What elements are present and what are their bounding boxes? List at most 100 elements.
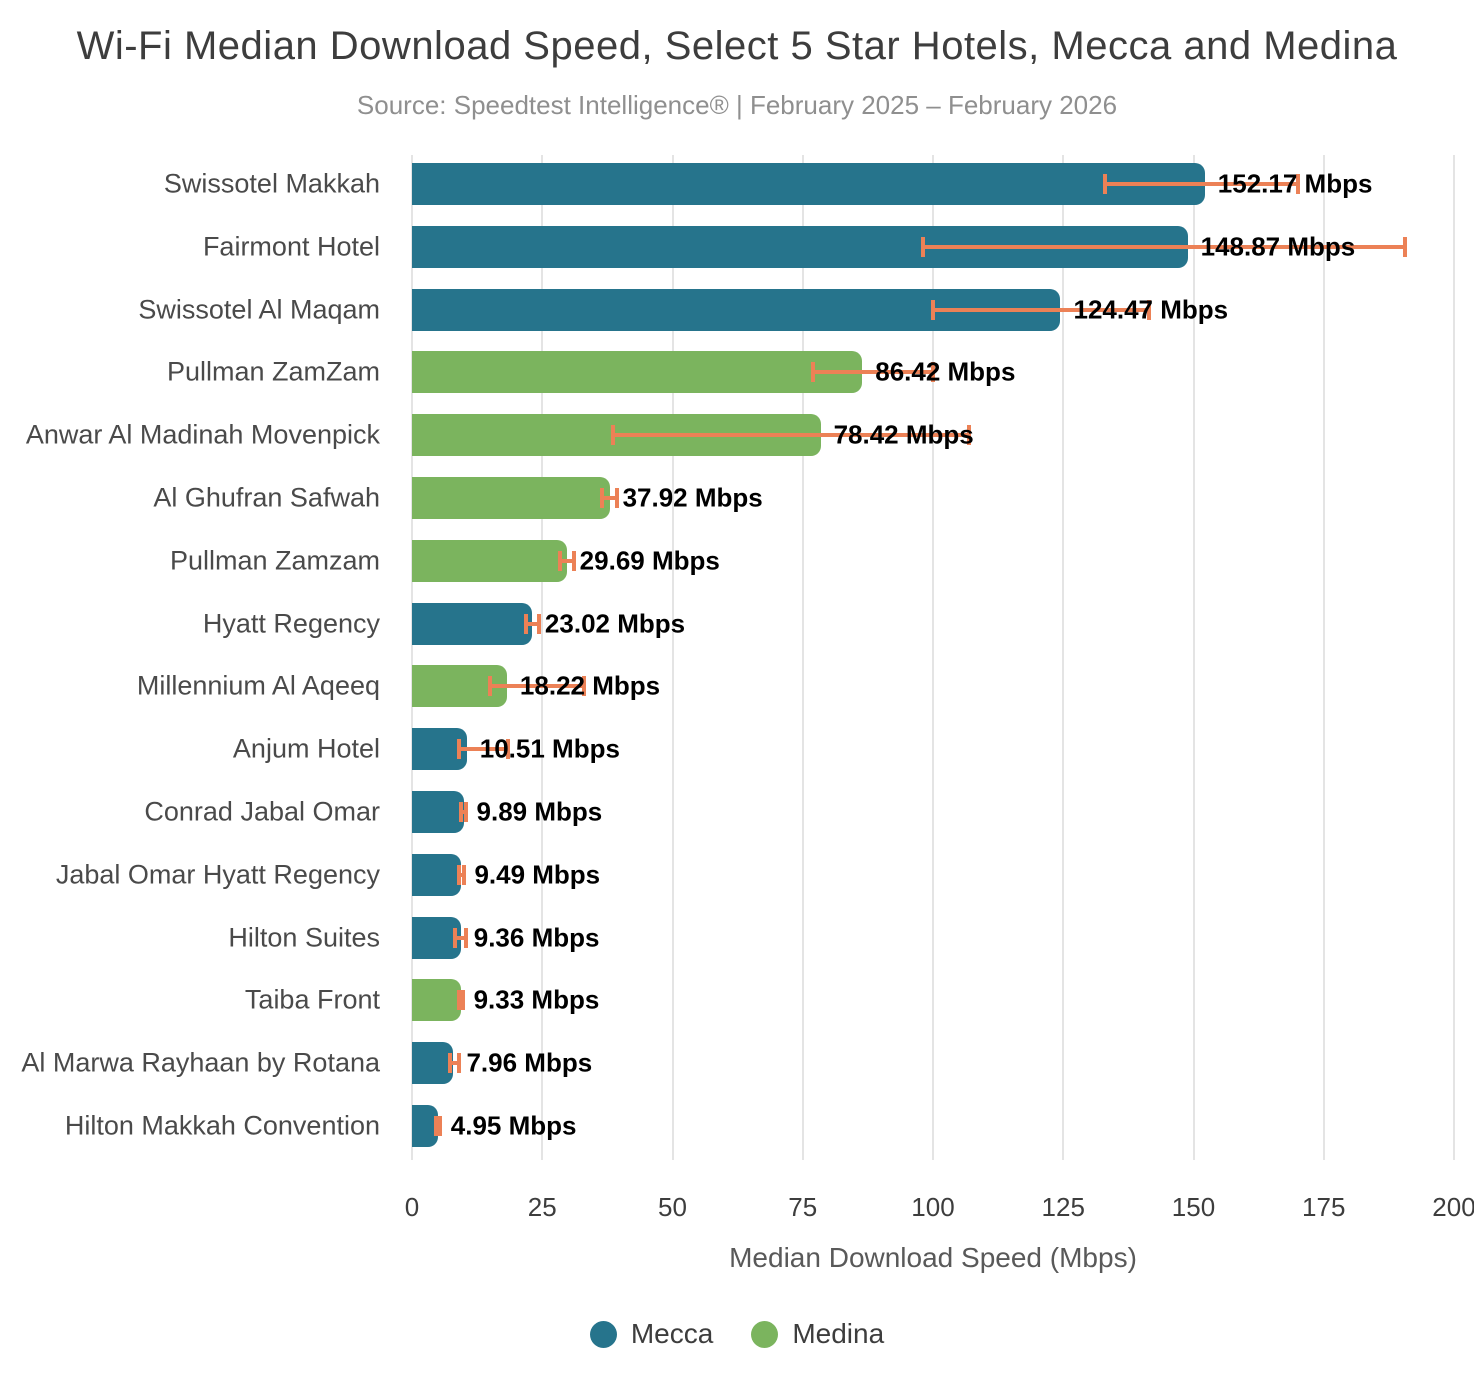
error-bar	[813, 370, 933, 375]
error-bar-cap	[464, 927, 469, 948]
bar-value-label: 37.92 Mbps	[622, 482, 763, 513]
gridline	[801, 155, 804, 1160]
chart-title: Wi-Fi Median Download Speed, Select 5 St…	[76, 24, 1398, 68]
error-bar-cap	[610, 425, 615, 446]
x-tick-label: 175	[1302, 1192, 1346, 1222]
bar	[412, 853, 462, 896]
error-bar-cap	[920, 236, 925, 257]
error-bar-cap	[811, 362, 816, 383]
bar-value-label: 78.42 Mbps	[833, 419, 974, 450]
bar	[412, 791, 464, 833]
x-axis-title: Median Download Speed (Mbps)	[729, 1242, 1137, 1273]
error-bar-cap	[456, 1053, 461, 1074]
bar-value-label: 9.49 Mbps	[474, 859, 601, 890]
x-tick-label: 125	[1041, 1192, 1085, 1222]
error-bar-cap	[615, 488, 620, 508]
y-axis-label: Pullman Zamzam	[169, 545, 380, 576]
x-tick-label: 25	[527, 1192, 557, 1222]
bar-value-label: 9.33 Mbps	[473, 984, 600, 1015]
legend-label: Mecca	[630, 1318, 714, 1349]
y-axis-label: Fairmont Hotel	[202, 231, 380, 262]
bar	[412, 351, 863, 394]
bar-value-label: 124.47 Mbps	[1073, 294, 1229, 325]
gridline	[1062, 155, 1065, 1160]
bar-value-label: 10.51 Mbps	[479, 733, 620, 764]
bar-value-label: 23.02 Mbps	[544, 608, 686, 639]
bar	[412, 979, 461, 1022]
bar	[412, 602, 532, 645]
bar-value-label: 152.17 Mbps	[1217, 168, 1373, 199]
error-bar-cap	[599, 488, 604, 508]
y-axis-label: Hilton Makkah Convention	[64, 1110, 380, 1141]
bar-value-label: 148.87 Mbps	[1200, 231, 1356, 262]
bar-value-label: 9.89 Mbps	[476, 796, 603, 827]
error-bar	[458, 998, 464, 1003]
error-bar-cap	[1147, 299, 1152, 320]
chart-subtitle: Source: Speedtest Intelligence® | Februa…	[356, 90, 1118, 120]
gridline	[541, 155, 544, 1160]
bar	[412, 539, 567, 582]
error-bar	[449, 1061, 459, 1066]
error-bar	[458, 872, 465, 877]
y-axis-label: Conrad Jabal Omar	[144, 796, 380, 827]
error-bar	[458, 747, 509, 752]
error-bar-cap	[523, 613, 528, 634]
error-bar-cap	[536, 613, 541, 634]
bar-value-label: 86.42 Mbps	[875, 356, 1016, 387]
y-axis-label: Al Ghufran Safwah	[153, 482, 380, 513]
y-axis-label: Jabal Omar Hyatt Regency	[55, 859, 380, 890]
bar-value-label: 18.22 Mbps	[519, 670, 661, 701]
error-bar	[612, 433, 970, 438]
bar-value-label: 29.69 Mbps	[579, 545, 720, 576]
gridline	[1192, 155, 1195, 1160]
error-bar	[461, 810, 466, 814]
legend-item-medina: Medina	[751, 1318, 884, 1350]
gridline	[671, 155, 674, 1160]
error-bar-cap	[456, 739, 461, 760]
error-bar-cap	[1295, 174, 1300, 194]
error-bar-cap	[931, 299, 935, 320]
bar	[412, 163, 1205, 205]
error-bar-cap	[488, 676, 493, 697]
legend-marker-circle	[751, 1320, 779, 1348]
y-axis-label: Anwar Al Madinah Movenpick	[25, 419, 380, 450]
bar	[412, 477, 610, 519]
legend-item-mecca: Mecca	[589, 1318, 714, 1350]
y-axis-label: Pullman ZamZam	[166, 356, 380, 387]
bar-value-label: 4.95 Mbps	[450, 1110, 577, 1141]
error-bar-cap	[462, 864, 467, 885]
x-tick-label: 50	[658, 1192, 687, 1222]
error-bar	[922, 244, 1405, 249]
error-bar-cap	[433, 1116, 438, 1136]
error-bar	[933, 307, 1150, 312]
error-bar-cap	[463, 802, 468, 822]
legend-label: Medina	[792, 1318, 885, 1349]
bar	[412, 1042, 454, 1085]
y-axis-label: Hyatt Regency	[202, 608, 380, 639]
gridline	[1322, 155, 1325, 1160]
error-bar	[455, 935, 467, 940]
error-bar-cap	[506, 739, 511, 760]
legend-marker-circle	[589, 1320, 617, 1348]
gridline	[932, 155, 934, 1160]
x-tick-label: 150	[1171, 1192, 1216, 1222]
error-bar-cap	[571, 550, 576, 571]
x-tick-label: 0	[404, 1192, 420, 1222]
y-axis-label: Swissotel Makkah	[163, 168, 380, 199]
bar-value-label: 7.96 Mbps	[466, 1047, 593, 1078]
y-axis-label: Al Marwa Rayhaan by Rotana	[21, 1047, 380, 1078]
error-bar-cap	[557, 550, 562, 571]
y-axis-label: Hilton Suites	[228, 922, 380, 953]
gridline	[411, 155, 413, 1160]
error-bar-cap	[447, 1053, 452, 1074]
bar-value-label: 9.36 Mbps	[473, 922, 600, 953]
y-axis-label: Millennium Al Aqeeq	[136, 670, 380, 701]
x-tick-label: 75	[788, 1192, 818, 1222]
error-bar-cap	[1102, 174, 1107, 194]
y-axis-label: Swissotel Al Maqam	[138, 294, 380, 325]
error-bar	[1104, 182, 1298, 186]
error-bar-cap	[437, 1116, 442, 1136]
error-bar-cap	[456, 864, 461, 885]
error-bar-cap	[453, 927, 458, 948]
